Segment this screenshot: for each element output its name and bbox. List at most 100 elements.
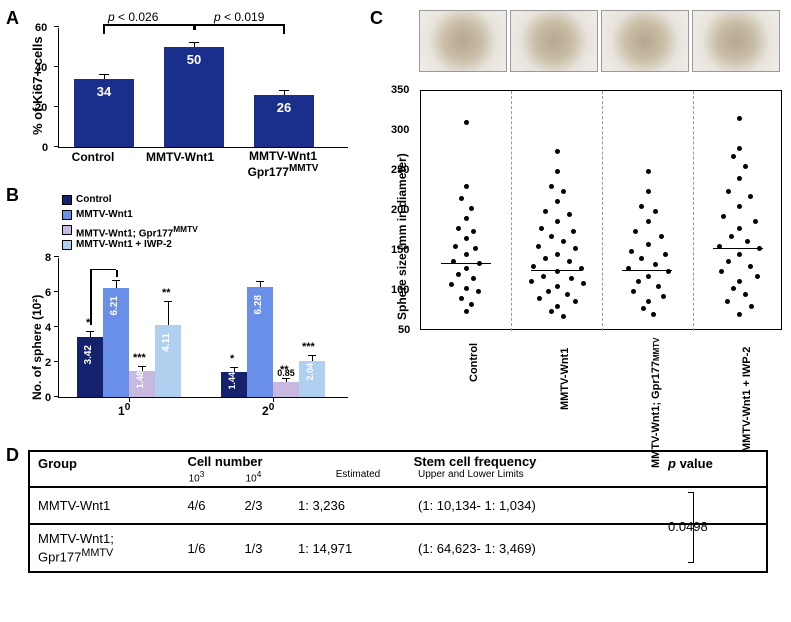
tick xyxy=(54,256,59,257)
legend-lbl: MMTV-Wnt1; Gpr177MMTV xyxy=(76,224,198,239)
star: ** xyxy=(280,364,289,376)
divider xyxy=(511,91,512,331)
bracket xyxy=(688,492,694,493)
e xyxy=(142,367,143,371)
pt xyxy=(549,309,554,314)
pt xyxy=(737,116,742,121)
pt xyxy=(656,284,661,289)
bracket xyxy=(688,562,694,563)
pt xyxy=(464,184,469,189)
pt xyxy=(555,199,560,204)
xl: Control xyxy=(468,343,480,382)
panel-b-ylabel: No. of sphere (10²) xyxy=(30,295,44,400)
yt: 4 xyxy=(45,322,51,334)
pt xyxy=(717,244,722,249)
pt xyxy=(721,214,726,219)
td: 1: 3,236(1: 10,134- 1: 1,034) xyxy=(290,488,660,523)
pt xyxy=(567,212,572,217)
pt xyxy=(666,269,671,274)
pt xyxy=(757,246,762,251)
pt xyxy=(451,259,456,264)
pt xyxy=(543,256,548,261)
bar: 0.85 xyxy=(273,382,299,397)
pt xyxy=(737,204,742,209)
th: p value xyxy=(660,452,760,486)
star: *** xyxy=(302,341,315,353)
pt xyxy=(561,189,566,194)
bracket xyxy=(283,24,285,34)
ytick: 20 xyxy=(35,102,47,114)
pt xyxy=(653,262,658,267)
pt xyxy=(629,249,634,254)
e xyxy=(116,281,117,288)
p-val: p < 0.026 xyxy=(108,10,158,24)
pt xyxy=(469,302,474,307)
pt xyxy=(753,219,758,224)
legend-sw xyxy=(62,195,72,205)
yt: 350 xyxy=(391,84,409,96)
pt xyxy=(456,272,461,277)
legend-lbl: MMTV-Wnt1 + IWP-2 xyxy=(76,239,172,250)
bar-control: 34 xyxy=(74,79,134,147)
pt xyxy=(531,264,536,269)
legend-lbl: MMTV-Wnt1 xyxy=(76,209,133,220)
bar-gpr177: 26 xyxy=(254,95,314,147)
sphere-thumb xyxy=(601,10,689,72)
tick xyxy=(54,396,59,397)
yt: 6 xyxy=(45,287,51,299)
pt xyxy=(469,206,474,211)
pt xyxy=(639,204,644,209)
bracket xyxy=(103,24,105,34)
e xyxy=(312,356,313,361)
e xyxy=(256,281,264,282)
pt xyxy=(737,176,742,181)
pt xyxy=(719,269,724,274)
legend-sw xyxy=(62,225,72,235)
td: MMTV-Wnt1 xyxy=(30,488,160,523)
v: 2.04 xyxy=(305,363,331,381)
b xyxy=(116,270,118,277)
pt xyxy=(573,299,578,304)
pt xyxy=(641,306,646,311)
pt xyxy=(555,219,560,224)
yt: 300 xyxy=(391,124,409,136)
tick xyxy=(54,26,59,27)
tick xyxy=(54,291,59,292)
pt xyxy=(464,309,469,314)
ytick: 60 xyxy=(35,22,47,34)
panel-a-ylabel: % of Ki67+ cells xyxy=(30,36,45,135)
pt xyxy=(473,246,478,251)
pt xyxy=(569,276,574,281)
pt xyxy=(639,256,644,261)
bar: 2.04 xyxy=(299,361,325,397)
pt xyxy=(653,209,658,214)
pt xyxy=(541,274,546,279)
pt xyxy=(546,289,551,294)
p-val: p < 0.019 xyxy=(214,10,264,24)
bar-val: 26 xyxy=(254,100,314,115)
pt xyxy=(476,289,481,294)
pt xyxy=(743,292,748,297)
median xyxy=(441,263,491,265)
pt xyxy=(471,276,476,281)
pt xyxy=(646,219,651,224)
legend-sw xyxy=(62,210,72,220)
pt xyxy=(651,312,656,317)
pt xyxy=(661,294,666,299)
pt xyxy=(555,304,560,309)
yt: 200 xyxy=(391,204,409,216)
pt xyxy=(737,252,742,257)
pt xyxy=(464,236,469,241)
bar: 6.28 xyxy=(247,287,273,397)
pt xyxy=(636,279,641,284)
pt xyxy=(581,281,586,286)
pt xyxy=(529,279,534,284)
pt xyxy=(646,299,651,304)
pt xyxy=(743,164,748,169)
pt xyxy=(471,229,476,234)
bar: 6.21 xyxy=(103,288,129,397)
pt xyxy=(464,252,469,257)
tick xyxy=(54,361,59,362)
pt xyxy=(555,169,560,174)
x-label: Control xyxy=(58,150,128,164)
